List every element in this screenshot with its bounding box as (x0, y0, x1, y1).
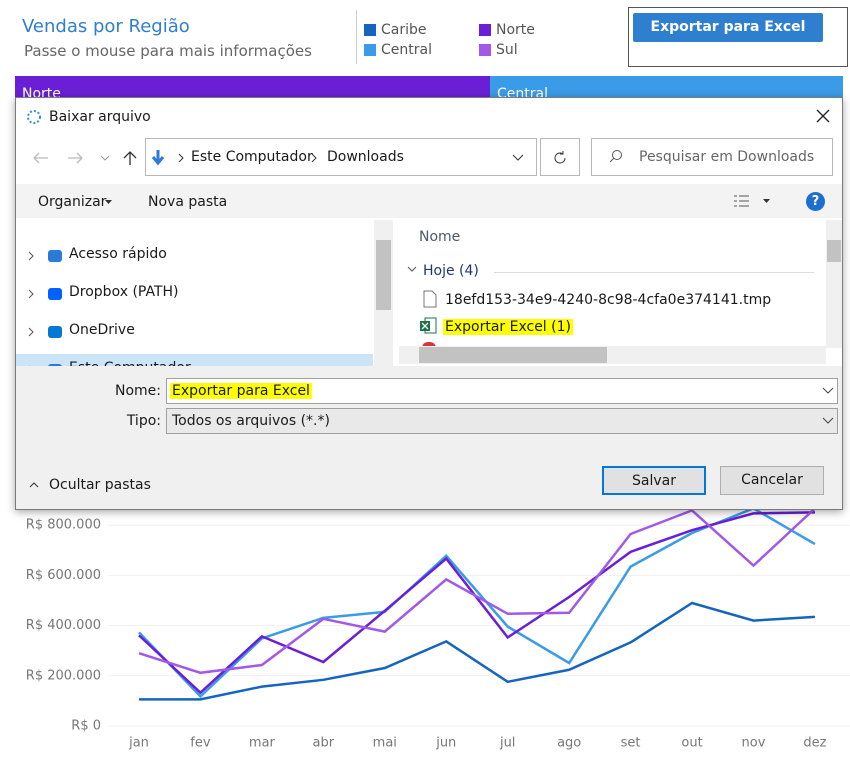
legend-swatch (364, 24, 376, 36)
region-header (490, 76, 843, 98)
title: Vendas por Região (22, 16, 190, 37)
x-tick-label: abr (313, 736, 335, 751)
legend-swatch (479, 24, 491, 36)
search-icon (609, 150, 622, 163)
save-button[interactable]: Salvar (602, 466, 706, 495)
legend-swatch (479, 44, 491, 56)
organize-caret (105, 200, 112, 204)
address-bar[interactable] (145, 138, 537, 176)
line-series (138, 511, 815, 695)
legend-label: Central (381, 42, 432, 58)
organize-button[interactable]: Organizar (38, 194, 107, 210)
group-chevron (407, 266, 417, 272)
x-tick-label: ago (557, 736, 581, 751)
x-tick-label: jun (435, 736, 456, 751)
path-chevron (311, 153, 317, 163)
field-label: Tipo: (126, 413, 161, 429)
y-tick-label: R$ 400.000 (26, 618, 101, 633)
excel-icon (420, 317, 437, 334)
field-dropdown[interactable] (822, 387, 834, 395)
file-icon (423, 290, 437, 308)
search-box[interactable] (591, 138, 833, 176)
hide-folders[interactable]: Ocultar pastas (49, 477, 151, 493)
file-name[interactable]: Exportar Excel (1) (443, 319, 573, 335)
field-dropdown[interactable] (822, 417, 834, 425)
field-input[interactable] (166, 408, 838, 434)
path-icons (151, 150, 184, 166)
refresh-icon (554, 151, 566, 164)
nav-item[interactable]: OneDrive (69, 322, 135, 338)
x-tick-label: jul (499, 736, 515, 751)
field-value: Exportar para Excel (170, 383, 312, 399)
legend-label: Norte (496, 22, 535, 38)
nav-scrollbar[interactable] (374, 220, 393, 366)
toolbar (16, 184, 842, 218)
x-tick-label: mai (373, 736, 397, 751)
file-name[interactable]: 18efd153-34e9-4240-8c98-4cfa0e374141.tmp (445, 292, 772, 308)
file-icon-partial (422, 342, 436, 348)
group-header[interactable]: Hoje (4) (423, 263, 479, 279)
dialog-icon (27, 110, 41, 124)
x-tick-label: mar (249, 736, 276, 751)
view-button[interactable] (733, 193, 773, 209)
nav-selected (16, 354, 373, 366)
y-tick-label: R$ 0 (71, 719, 101, 734)
y-tick-label: R$ 200.000 (26, 668, 101, 683)
y-tick-label: R$ 800.000 (26, 518, 101, 533)
hide-chevron (29, 482, 39, 488)
y-tick-label: R$ 600.000 (26, 568, 101, 583)
line-series (138, 507, 816, 675)
search-placeholder[interactable]: Pesquisar em Downloads (639, 149, 815, 165)
nav-icon (28, 288, 62, 300)
legend-swatch (364, 44, 376, 56)
path-dropdown[interactable] (511, 151, 525, 165)
group-rule (494, 272, 814, 273)
refresh-button[interactable] (540, 138, 580, 176)
new-folder-button[interactable]: Nova pasta (148, 194, 228, 210)
close-button[interactable] (816, 109, 830, 123)
line-series (139, 601, 816, 701)
x-tick-label: nov (742, 736, 766, 751)
legend-label: Sul (496, 42, 518, 58)
x-tick-label: fev (190, 736, 211, 751)
column-header[interactable]: Nome (419, 229, 461, 245)
file-hscrollbar[interactable] (399, 346, 826, 364)
cancel-button[interactable]: Cancelar (720, 466, 824, 495)
path-item[interactable]: Downloads (327, 149, 404, 165)
field-label: Nome: (114, 383, 161, 399)
export-button[interactable]: Exportar para Excel (633, 13, 823, 42)
path-item[interactable]: Este Computador (191, 149, 313, 165)
x-tick-label: out (681, 736, 702, 751)
divider (356, 10, 357, 64)
region-header (15, 76, 490, 98)
nav-icon (28, 326, 62, 338)
nav-arrows[interactable] (30, 148, 140, 168)
nav-item[interactable]: Dropbox (PATH) (69, 284, 179, 300)
file-scrollbar[interactable] (826, 220, 842, 348)
help-button[interactable]: ? (806, 192, 825, 211)
field-value: Todos os arquivos (*.*) (172, 413, 330, 429)
x-tick-label: set (621, 736, 641, 751)
dialog-title: Baixar arquivo (49, 109, 151, 125)
x-tick-label: dez (803, 736, 826, 751)
line-series (138, 506, 816, 699)
nav-item[interactable]: Acesso rápido (69, 246, 167, 262)
nav-icon (28, 250, 62, 262)
x-tick-label: jan (128, 736, 149, 751)
button-frame (628, 7, 848, 67)
save-dialog: Baixar arquivo Este Computador Downloads… (15, 97, 843, 510)
subtitle: Passe o mouse para mais informações (24, 42, 312, 60)
legend-label: Caribe (381, 22, 427, 38)
